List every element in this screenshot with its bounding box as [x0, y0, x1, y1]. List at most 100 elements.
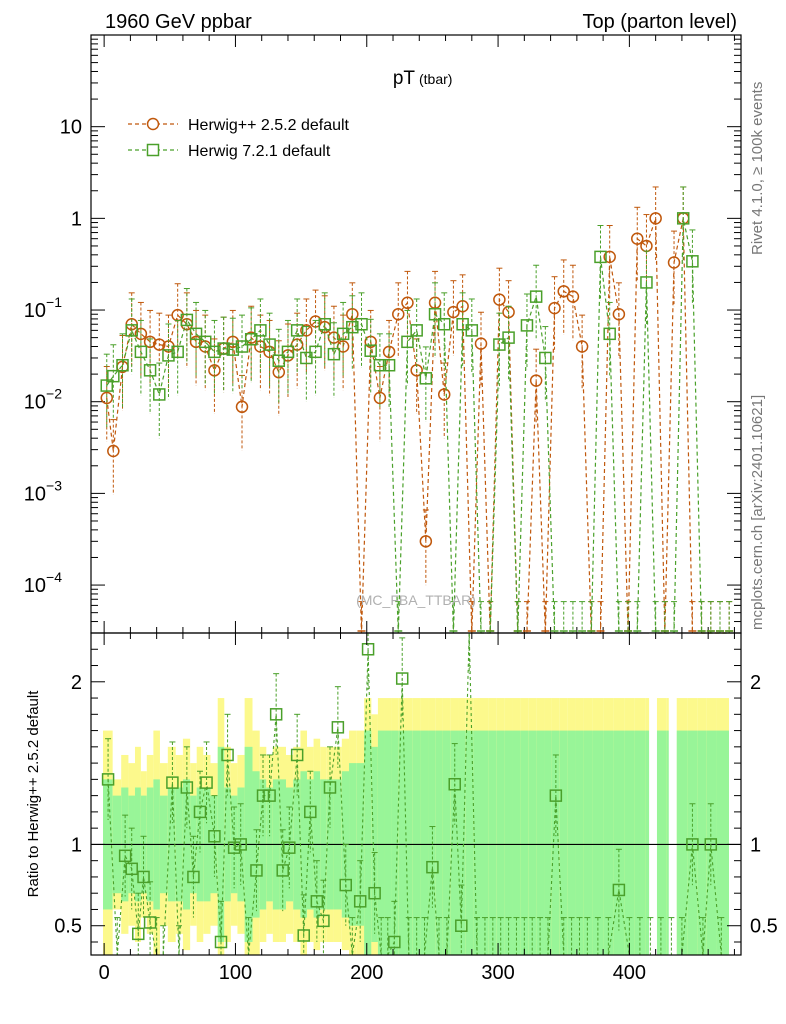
- ratio-point-square: [250, 864, 263, 877]
- ratio-point-square: [304, 805, 317, 819]
- ratio-band-gap: [668, 633, 677, 955]
- ratio-x-tick-label: 300: [481, 962, 514, 984]
- main-y-tick-label: 10−3: [24, 477, 62, 505]
- ratio-y-tick-label-left: 2: [71, 672, 82, 694]
- main-point-square: [428, 307, 442, 321]
- ratio-band-green: [583, 730, 593, 955]
- main-point-square: [309, 345, 322, 359]
- ratio-point-square: [132, 927, 145, 941]
- main-series-group: [100, 186, 734, 634]
- main-y-tick-label: 10−4: [24, 569, 62, 597]
- ratio-point-square: [426, 860, 439, 874]
- ratio-band-gap: [649, 633, 657, 955]
- ratio-band-green: [544, 730, 552, 955]
- ratio-band-green: [435, 730, 443, 955]
- main-point-circle: [575, 340, 589, 353]
- ratio-point-square: [612, 883, 626, 897]
- main-point-square: [107, 369, 120, 383]
- ratio-band-green: [567, 730, 576, 955]
- ratio-y-axis: 0.5 0.5 1 1 2 2: [54, 648, 778, 943]
- ratio-band-green: [405, 730, 413, 955]
- ratio-point-square: [448, 777, 461, 791]
- ratio-point-square: [310, 895, 324, 908]
- main-point-circle: [603, 250, 616, 264]
- main-point-square: [640, 276, 653, 289]
- ratio-band-green: [398, 730, 406, 955]
- ratio-band-green: [634, 730, 646, 955]
- ratio-point-square: [166, 776, 179, 789]
- ratio-band-green: [512, 730, 521, 955]
- legend-marker-herwig7: [146, 143, 160, 157]
- ratio-point-square: [221, 748, 234, 762]
- main-point-square: [676, 212, 690, 225]
- ratio-band-green: [442, 730, 451, 955]
- main-point-circle: [107, 444, 120, 458]
- ratio-point-square: [549, 789, 563, 802]
- main-point-square: [180, 313, 194, 327]
- ratio-band-green: [450, 730, 459, 955]
- ratio-band-green: [473, 730, 481, 955]
- ratio-band-green: [536, 730, 545, 955]
- main-point-circle: [667, 256, 681, 269]
- ratio-band-green: [391, 730, 399, 955]
- main-y-tick-label: 10−2: [24, 386, 62, 414]
- main-point-square: [235, 340, 249, 353]
- main-point-square: [162, 349, 175, 362]
- main-point-circle: [548, 301, 561, 315]
- ratio-point-square: [125, 862, 138, 876]
- main-point-circle: [143, 335, 157, 349]
- main-point-square: [355, 317, 368, 331]
- legend-entry-herwig7: Herwig 7.2.1 default: [128, 143, 331, 160]
- ratio-point-square: [208, 830, 221, 843]
- main-point-square: [539, 351, 552, 365]
- ratio-point-square: [323, 781, 337, 794]
- ratio-x-tick-label: 0: [99, 962, 110, 984]
- main-point-circle: [373, 391, 387, 405]
- main-series-line-1: [106, 218, 730, 634]
- ratio-point-square: [180, 781, 194, 794]
- ratio-band-green: [412, 730, 421, 955]
- main-point-square: [244, 333, 258, 346]
- legend-marker-herwig-pp: [146, 117, 160, 131]
- ratio-band-green: [384, 730, 392, 955]
- ratio-plot-panel: 0.5 0.5 1 1 2 2 0 100 200 300 400 Ratio to Herwig…: [25, 632, 778, 984]
- main-point-square: [125, 324, 138, 337]
- ratio-point-square: [686, 838, 699, 851]
- main-point-square: [208, 345, 221, 359]
- ratio-band-green: [364, 730, 372, 955]
- main-point-circle: [100, 391, 114, 405]
- main-point-square: [116, 358, 129, 372]
- main-y-tick-label: 10−1: [24, 294, 62, 322]
- ratio-band-green: [592, 730, 604, 955]
- ratio-point-square: [297, 929, 310, 942]
- main-point-circle: [153, 338, 166, 351]
- analysis-watermark: (MC_FBA_TTBAR): [356, 592, 476, 608]
- ratio-point-square: [283, 841, 296, 854]
- ratio-x-axis: 0 100 200 300 400: [99, 633, 735, 984]
- main-point-square: [198, 335, 212, 349]
- ratio-band-green: [488, 730, 497, 955]
- ratio-series-group: [101, 632, 725, 956]
- plot-title-sub: (tbar): [419, 71, 452, 87]
- ratio-point-square: [187, 870, 200, 884]
- legend: Herwig++ 2.5.2 default Herwig 7.2.1 defa…: [128, 117, 350, 160]
- ratio-uncertainty-bands: [103, 633, 729, 955]
- ratio-band-green: [528, 730, 537, 955]
- main-point-circle: [529, 374, 543, 387]
- ratio-band-green: [504, 730, 513, 955]
- ratio-point-square: [118, 849, 132, 863]
- main-point-square: [373, 358, 387, 372]
- ratio-plot-frame: [90, 632, 742, 956]
- main-point-square: [410, 324, 423, 337]
- main-x-ticks: [103, 35, 735, 633]
- ratio-y-tick-label-right: 2: [750, 672, 761, 694]
- main-point-circle: [235, 400, 249, 414]
- ratio-y-tick-label-left: 0.5: [54, 916, 82, 938]
- main-point-square: [529, 290, 543, 303]
- main-point-circle: [557, 285, 570, 298]
- main-point-square: [364, 344, 377, 357]
- ratio-point-square: [455, 919, 468, 932]
- ratio-band-green: [655, 730, 667, 955]
- main-point-circle: [566, 290, 580, 303]
- main-point-circle: [612, 307, 626, 321]
